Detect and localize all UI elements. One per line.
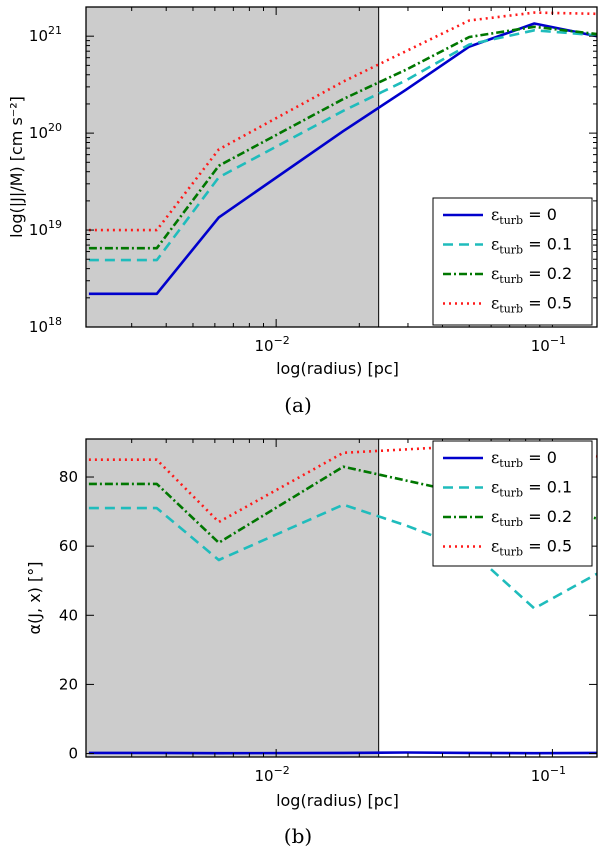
x-tick-base: 10 [531,767,550,785]
axes-frame [85,438,598,758]
legend-value: = 0 [523,205,557,224]
series-line-1 [88,503,597,610]
shaded-region [86,7,379,327]
series-line-2 [88,25,597,250]
x-axis-label: log(radius) [pc] [276,791,399,810]
legend-label-3: εturb = 0.5 [491,294,572,316]
y-tick-exponent: 21 [48,24,62,37]
legend-value: = 0.1 [523,235,572,254]
y-axis-label: α(J, x) [°] [25,562,44,635]
x-tick-label: 10−2 [254,764,289,785]
legend-subscript: turb [499,303,523,316]
x-tick-base: 10 [254,767,273,785]
legend-symbol: ε [491,448,499,467]
legend-subscript: turb [499,244,523,257]
y-tick-label: 0 [68,745,78,763]
x-tick-label: 10−1 [531,764,566,785]
legend-symbol: ε [491,478,499,497]
x-tick-exponent: −1 [550,764,566,777]
legend-label-3: εturb = 0.5 [491,537,572,559]
y-tick-label: 80 [59,468,78,486]
legend-subscript: turb [499,546,523,559]
y-tick-base: 10 [29,221,48,239]
y-tick-label: 1021 [29,24,62,45]
axes-frame [85,6,598,328]
legend-label-2: εturb = 0.2 [491,264,572,286]
y-tick-label: 40 [59,606,78,624]
legend-label-0: εturb = 0 [491,205,557,227]
legend-label-0: εturb = 0 [491,448,557,470]
x-axis-label: log(radius) [pc] [276,359,399,378]
legend-symbol: ε [491,537,499,556]
legend-value: = 0.2 [523,507,572,526]
legend-symbol: ε [491,264,499,283]
legend-box [432,440,593,567]
x-tick-exponent: −1 [550,334,566,347]
x-tick-label: 10−2 [254,334,289,355]
y-tick-base: 10 [29,124,48,142]
legend-subscript: turb [499,273,523,286]
series-group [88,11,597,296]
panel-caption: (b) [284,824,312,848]
series-line-1 [88,28,597,262]
legend-value: = 0.2 [523,264,572,283]
legend-label-1: εturb = 0.1 [491,478,572,500]
y-tick-base: 10 [29,27,48,45]
y-tick-base: 10 [29,318,48,336]
legend-value: = 0 [523,448,557,467]
x-tick-base: 10 [531,337,550,355]
legend-symbol: ε [491,205,499,224]
series-line-0 [88,751,597,755]
y-tick-exponent: 18 [48,315,62,328]
x-tick-exponent: −2 [274,764,290,777]
y-tick-label: 20 [59,675,78,693]
shaded-region [86,439,379,757]
x-tick-exponent: −2 [274,334,290,347]
y-tick-label: 60 [59,537,78,555]
x-tick-base: 10 [254,337,273,355]
legend-label-2: εturb = 0.2 [491,507,572,529]
series-line-3 [88,11,597,232]
legend-subscript: turb [499,457,523,470]
x-tick-label: 10−1 [531,334,566,355]
legend-symbol: ε [491,294,499,313]
y-tick-label: 1020 [29,121,62,142]
legend-subscript: turb [499,214,523,227]
legend-subscript: turb [499,487,523,500]
legend-symbol: ε [491,235,499,254]
legend-subscript: turb [499,516,523,529]
legend-value: = 0.5 [523,537,572,556]
y-tick-label: 1019 [29,218,62,239]
legend-label-1: εturb = 0.1 [491,235,572,257]
legend-value: = 0.1 [523,478,572,497]
y-tick-exponent: 20 [48,121,62,134]
panel-caption: (a) [284,393,312,417]
y-tick-exponent: 19 [48,218,62,231]
legend-symbol: ε [491,507,499,526]
legend-value: = 0.5 [523,294,572,313]
legend-box [432,197,593,326]
y-tick-label: 1018 [29,315,62,336]
y-axis-label: log(|J|/M) [cm s⁻²] [7,96,26,238]
